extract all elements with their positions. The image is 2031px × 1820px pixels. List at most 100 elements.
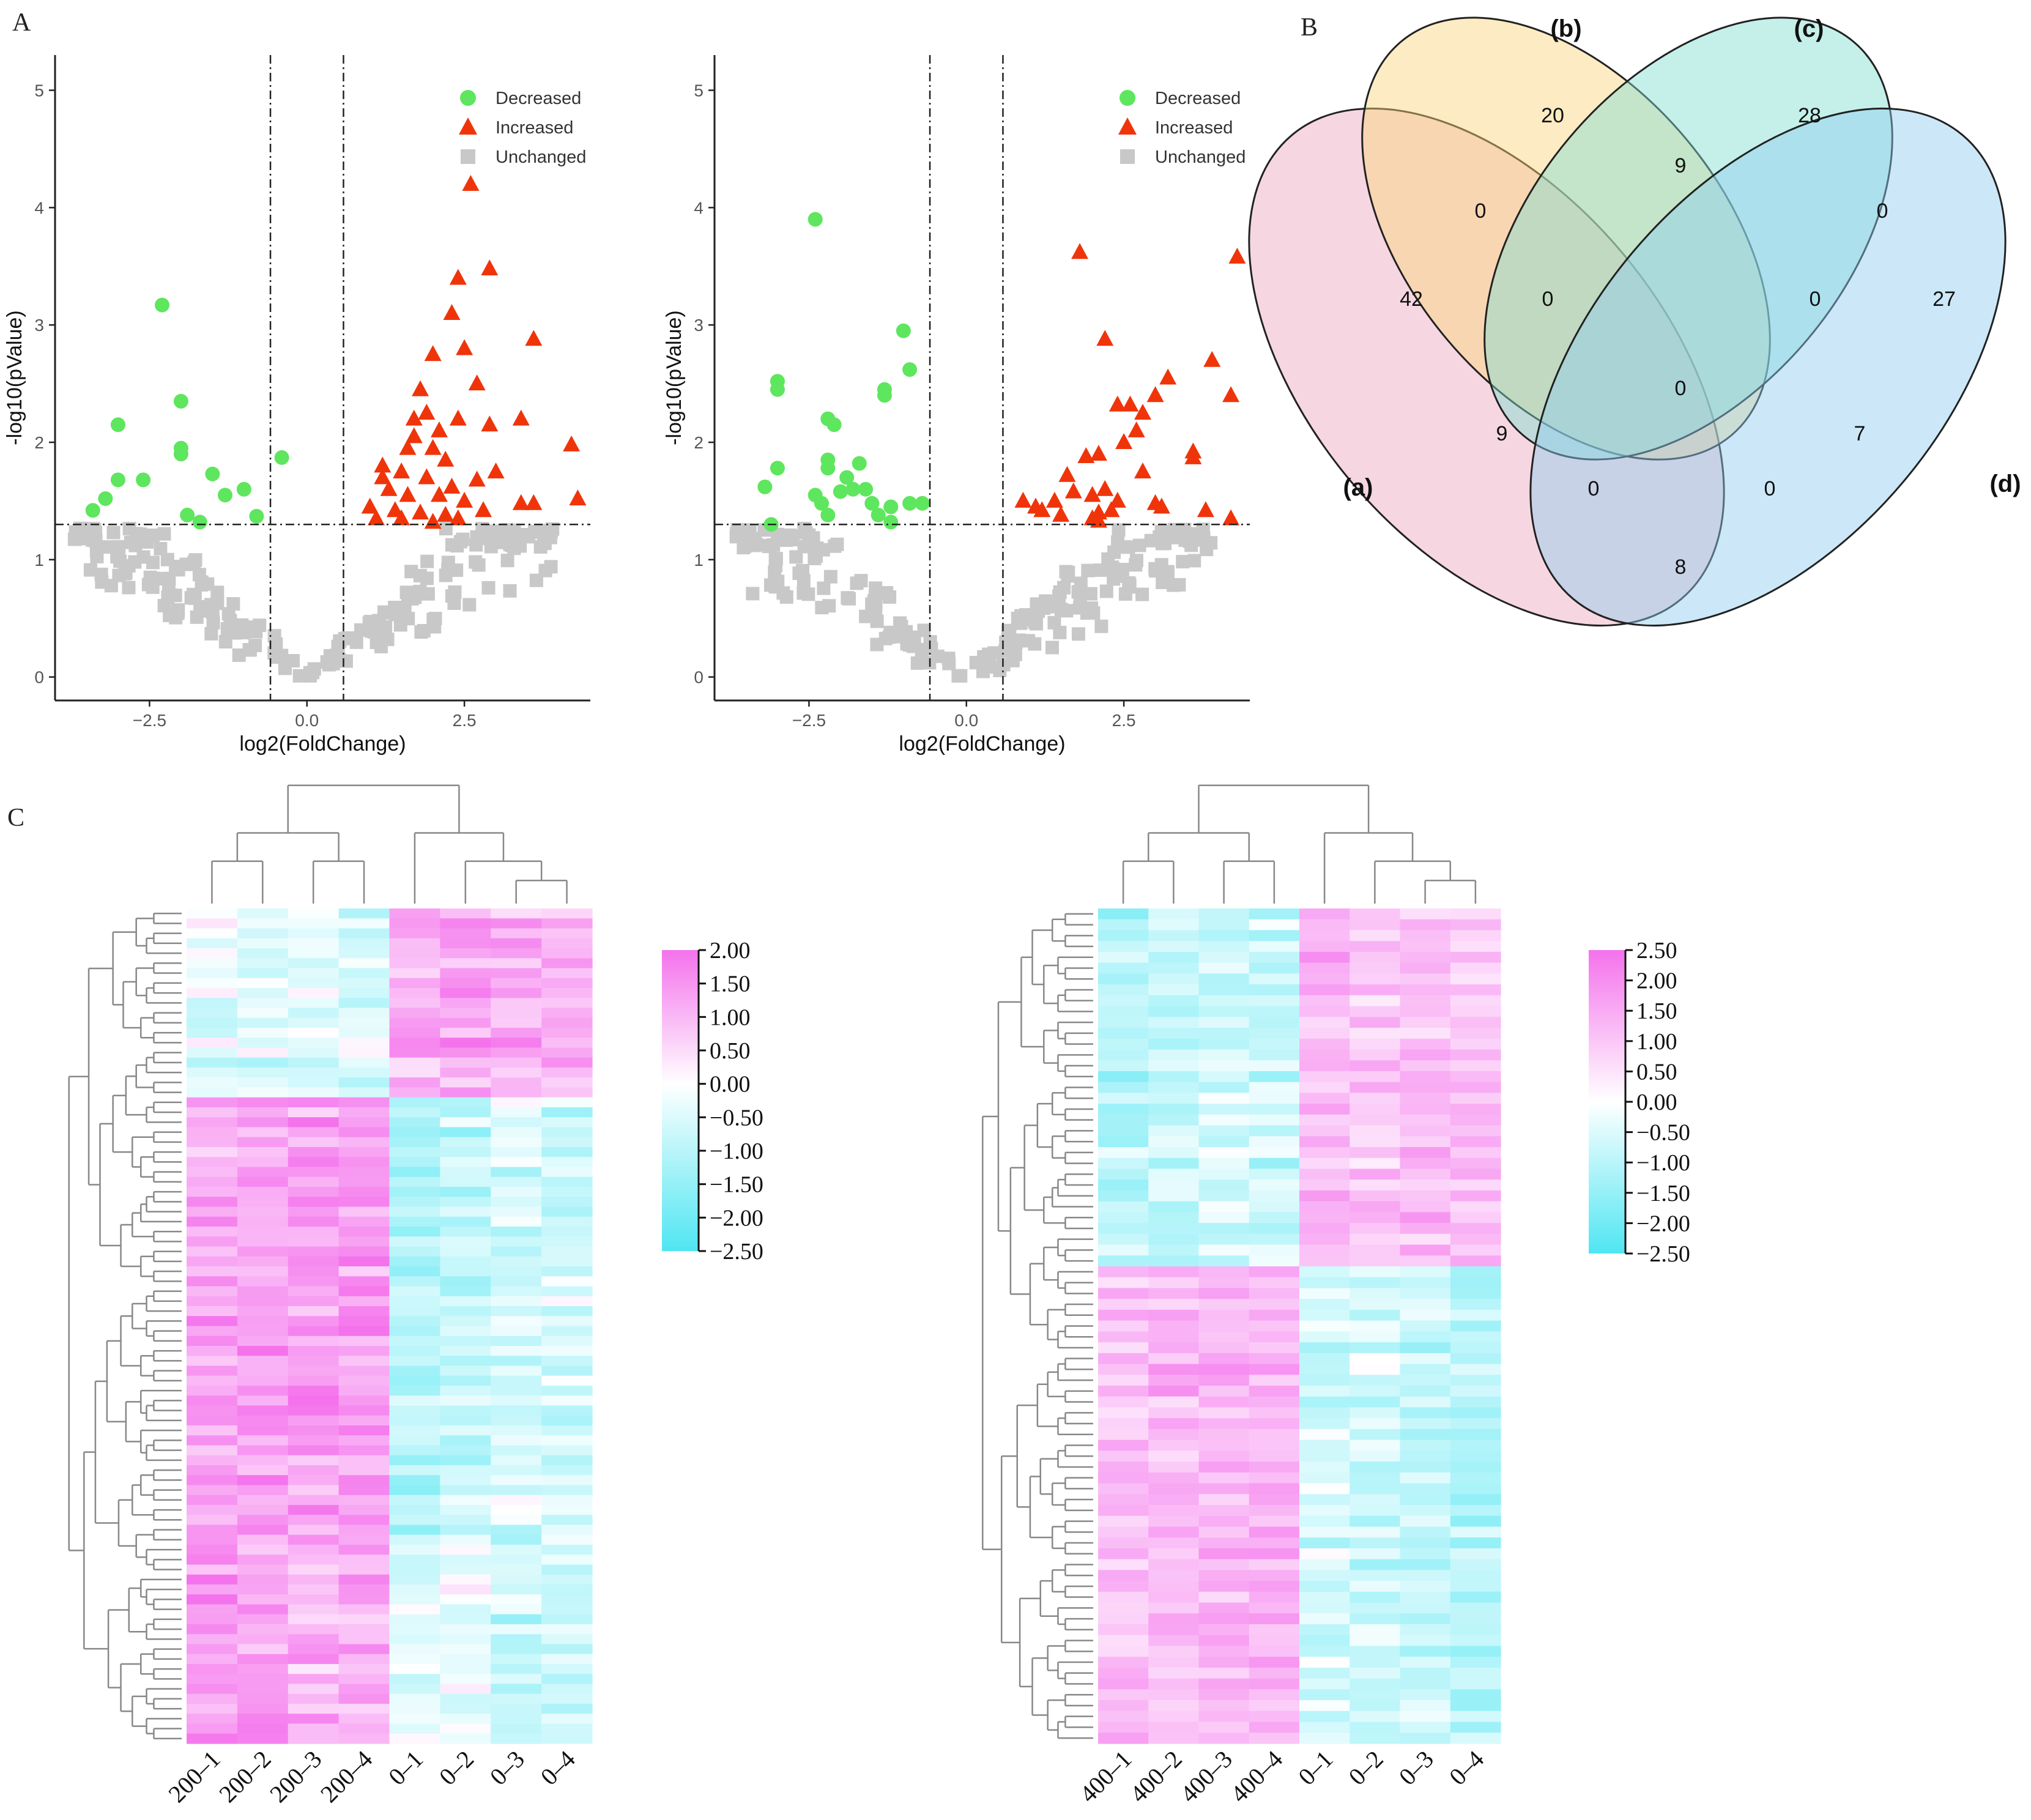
heatmap-cell <box>338 1167 390 1178</box>
heatmap-cell <box>1098 1038 1149 1050</box>
volcano-2-threshold-lines <box>715 55 1250 700</box>
unchanged-point <box>106 526 121 540</box>
heatmap-cell <box>389 1485 440 1496</box>
heatmap-cell <box>1198 1733 1250 1744</box>
heatmap-cell <box>288 1147 340 1157</box>
heatmap-cell <box>338 938 390 949</box>
heatmap-cell <box>1198 1602 1250 1614</box>
heatmap-cell <box>1450 1136 1501 1148</box>
unchanged-point <box>398 602 412 616</box>
heatmap-cell <box>1249 1537 1300 1549</box>
heatmap-cell <box>1350 1386 1401 1397</box>
heatmap-cell <box>440 1704 491 1714</box>
heatmap-cell <box>389 1147 440 1157</box>
heatmap-cell <box>288 1276 340 1287</box>
x-tick-label: 2.5 <box>1112 711 1136 730</box>
heatmap-cell <box>237 1256 289 1267</box>
heatmap-cell <box>338 1465 390 1476</box>
unchanged-point <box>894 620 908 634</box>
heatmap-cell <box>1400 1386 1451 1397</box>
unchanged-point <box>993 663 1007 677</box>
heatmap-cell <box>1450 1581 1501 1592</box>
heatmap-cell <box>338 1704 390 1714</box>
increased-point <box>1121 395 1139 412</box>
unchanged-point <box>1132 538 1146 552</box>
heatmap-cell <box>187 1137 238 1148</box>
heatmap-cell <box>237 1306 289 1317</box>
heatmap-cell <box>237 1157 289 1168</box>
increased-point <box>405 409 423 426</box>
unchanged-point <box>269 637 283 652</box>
heatmap-cell <box>541 1564 593 1575</box>
heatmap-cell <box>491 1236 542 1247</box>
heatmap-cell <box>187 1644 238 1655</box>
unchanged-point <box>1135 587 1149 601</box>
increased-point <box>1077 447 1095 464</box>
heatmap-cell <box>491 1227 542 1237</box>
heatmap-cell <box>237 1127 289 1138</box>
increased-point <box>393 509 410 526</box>
heatmap-cell <box>338 1515 390 1526</box>
heatmap-cell <box>1400 1060 1451 1072</box>
heatmap-cell <box>1299 1472 1350 1484</box>
heatmap-cell <box>1400 1624 1451 1636</box>
heatmap-cell <box>1450 1439 1501 1451</box>
heatmap-cell <box>1299 1418 1350 1430</box>
heatmap-cell <box>1098 1147 1149 1159</box>
column-label: 0–3 <box>485 1745 530 1791</box>
heatmap-cell <box>1198 1288 1250 1299</box>
unchanged-point <box>806 531 820 545</box>
heatmap-cell <box>1098 973 1149 985</box>
heatmap-cell <box>1148 1407 1200 1419</box>
heatmap-cell <box>1350 1038 1401 1050</box>
heatmap-cell <box>288 1515 340 1526</box>
decreased-point <box>826 417 842 433</box>
heatmap-cell <box>440 1564 491 1575</box>
heatmap-cell <box>389 1654 440 1665</box>
increased-point <box>1090 445 1107 461</box>
heatmap-cell <box>288 1704 340 1714</box>
heatmap-cell <box>389 1176 440 1187</box>
heatmap-cell <box>1450 1147 1501 1159</box>
heatmap-cell <box>491 1455 542 1466</box>
heatmap-cell <box>1400 1472 1451 1484</box>
unchanged-point <box>507 525 521 539</box>
increased-point <box>449 269 467 285</box>
heatmap-cell <box>187 1674 238 1685</box>
heatmap-cell <box>338 1405 390 1416</box>
heatmap-cell <box>1350 1689 1401 1701</box>
heatmap-cell <box>1400 1710 1451 1723</box>
heatmap-cell <box>1198 973 1250 985</box>
heatmap-cell <box>338 1346 390 1356</box>
heatmap-cell <box>1148 1559 1200 1570</box>
heatmap-cell <box>1249 1006 1300 1017</box>
heatmap-cell <box>338 1604 390 1615</box>
heatmap-cell <box>491 1534 542 1545</box>
heatmap-cell <box>237 1047 289 1058</box>
heatmap-cell <box>288 1227 340 1237</box>
heatmap-cell <box>1400 1342 1451 1354</box>
unchanged-point <box>408 590 422 604</box>
heatmap-cell <box>1400 962 1451 974</box>
heatmap-2-cells <box>1098 908 1501 1744</box>
heatmap-cell <box>1148 973 1200 985</box>
heatmap-cell <box>1198 1710 1250 1723</box>
unchanged-point <box>119 566 133 580</box>
colorbar-tick-label: −2.50 <box>1636 1241 1690 1267</box>
heatmap-cell <box>338 1097 390 1108</box>
venn-region-ad: 8 <box>1675 555 1687 579</box>
heatmap-cell <box>187 1664 238 1674</box>
heatmap-cell <box>1450 1602 1501 1614</box>
heatmap-cell <box>440 1495 491 1506</box>
heatmap-cell <box>389 998 440 1009</box>
increased-point <box>468 374 486 391</box>
heatmap-cell <box>1249 1450 1300 1462</box>
heatmap-cell <box>1198 1038 1250 1050</box>
heatmap-cell <box>541 1326 593 1337</box>
heatmap-cell <box>389 1614 440 1625</box>
heatmap-cell <box>440 1335 491 1346</box>
legend-unchanged: Unchanged <box>496 147 586 167</box>
heatmap-cell <box>1148 1418 1200 1430</box>
heatmap-cell <box>1299 1104 1350 1115</box>
